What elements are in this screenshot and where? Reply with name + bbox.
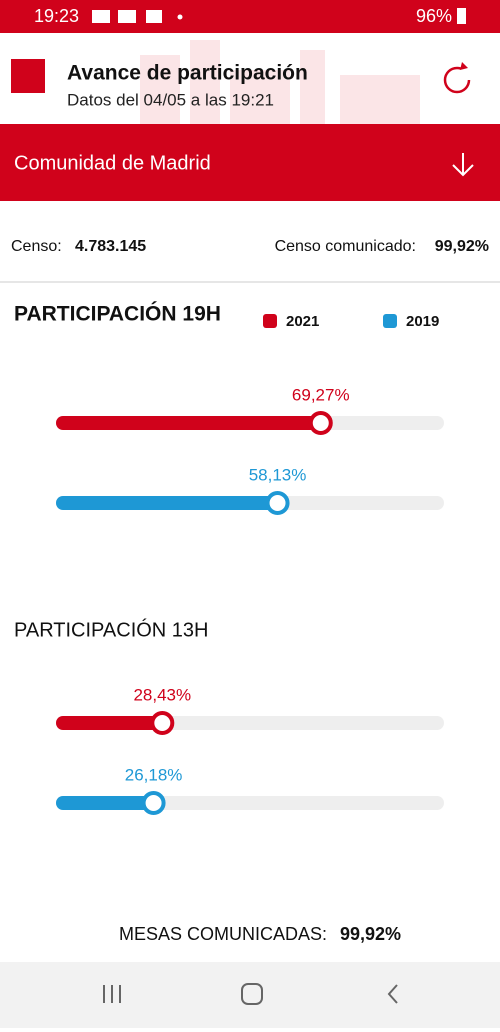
battery-icon <box>457 8 466 24</box>
notif-dot <box>177 14 183 20</box>
censo-label: Censo: <box>11 238 62 255</box>
censo-value: 4.783.145 <box>75 238 146 255</box>
nav-home[interactable] <box>241 983 263 1005</box>
bar <box>56 496 282 510</box>
section-title: PARTICIPACIÓN 19H <box>14 302 221 326</box>
legend-swatch <box>263 314 277 328</box>
header-title: Avance de participación <box>67 62 308 85</box>
region-selector[interactable] <box>0 124 500 201</box>
legend-swatch <box>383 314 397 328</box>
nav-recent[interactable] <box>103 985 121 1003</box>
bar-value-label: 26,18% <box>125 765 183 784</box>
bar <box>56 716 167 730</box>
status-bar <box>0 0 500 33</box>
mesas-value: 99,92% <box>340 924 401 944</box>
nav-bar <box>0 962 500 1028</box>
bar-marker <box>308 411 333 435</box>
notif-icon <box>146 10 162 23</box>
legend-label: 2019 <box>406 313 439 330</box>
bar-value-label: 28,43% <box>133 685 191 704</box>
notif-icon <box>92 10 110 23</box>
section-title: PARTICIPACIÓN 13H <box>14 618 209 641</box>
bar <box>56 796 158 810</box>
header-subtitle: Datos del 04/05 a las 19:21 <box>67 90 274 109</box>
bar-marker <box>150 711 175 735</box>
bar-value-label: 69,27% <box>292 385 350 404</box>
refresh-button[interactable] <box>443 62 471 94</box>
status-time: 19:23 <box>34 6 79 26</box>
region-name[interactable]: Comunidad de Madrid <box>14 152 211 174</box>
legend-label: 2021 <box>286 313 319 330</box>
notif-icon <box>118 10 136 23</box>
nav-back[interactable] <box>387 984 398 1004</box>
mesas-label: MESAS COMUNICADAS: <box>119 924 327 944</box>
censo-reported-value: 99,92% <box>435 238 489 255</box>
bar-marker <box>265 491 290 515</box>
skyline <box>140 40 420 124</box>
bar-marker <box>141 791 166 815</box>
bar-value-label: 58,13% <box>249 465 307 484</box>
bar <box>56 416 325 430</box>
dropdown-arrow[interactable] <box>452 153 474 177</box>
status-battery: 96% <box>416 6 452 26</box>
logo <box>11 59 45 93</box>
censo-reported-label: Censo comunicado: <box>275 238 416 255</box>
